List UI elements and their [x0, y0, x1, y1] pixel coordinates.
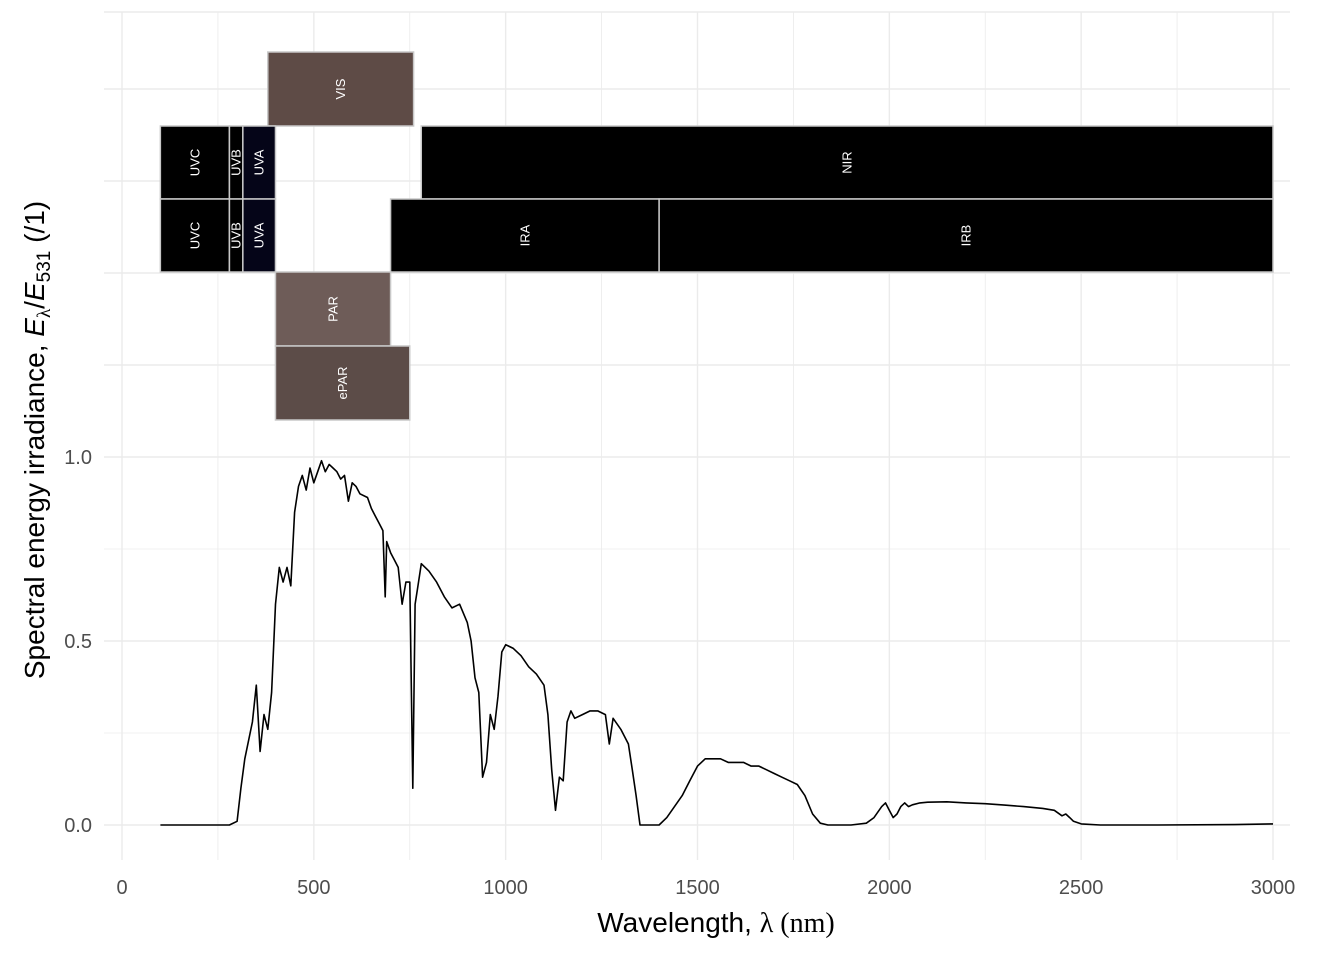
band-uvc-row2-label: UVC	[187, 149, 202, 176]
y-axis-label-E2: E	[19, 282, 50, 301]
x-tick-label: 1500	[675, 877, 720, 899]
band-uvc-row3	[159, 198, 231, 273]
x-axis-label-symbol: λ	[760, 908, 774, 939]
y-axis-label-E: E	[19, 318, 50, 337]
band-vis-row1	[267, 51, 415, 127]
band-uvc-row3-label: UVC	[187, 222, 202, 249]
x-axis-label-prefix: Wavelength,	[597, 907, 759, 938]
x-tick-label: 3000	[1251, 877, 1296, 899]
spectrum-line-0	[160, 459, 1274, 826]
x-axis-label: Wavelength, λ (nm)	[597, 907, 834, 939]
band-uvb-row3-label: UVB	[229, 222, 244, 249]
band-par-row4	[274, 271, 392, 347]
band-ira-row3-label: IRA	[517, 224, 532, 246]
y-tick-label: 0.5	[64, 631, 92, 653]
band-uvb-row2-label: UVB	[229, 149, 244, 176]
band-ira-row3	[389, 198, 660, 273]
y-axis-label: Spectral energy irradiance, Eλ/E531 (/1)	[19, 201, 55, 679]
y-axis-ticks: 0.0 0.5 1.0	[64, 447, 92, 837]
band-uva-row2	[242, 125, 277, 200]
band-nir-row2-label: NIR	[840, 151, 855, 173]
y-axis-label-lambda-sub: λ	[34, 308, 55, 318]
band-irb-row3	[658, 198, 1274, 273]
band-vis-row1-label: VIS	[333, 78, 348, 99]
x-tick-label: 0	[116, 877, 127, 899]
band-nir-row2	[420, 125, 1274, 200]
band-irb-row3-label: IRB	[959, 225, 974, 247]
x-tick-label: 2500	[1059, 877, 1104, 899]
band-uva-row2-label: UVA	[252, 149, 267, 175]
x-axis-label-unit: (nm)	[773, 908, 834, 939]
y-axis-label-unit: (/1)	[19, 201, 50, 251]
waveband-boxes: VIS UVC UVB UVA NIR UVC UVB UVA IRA IRB PAR ePAR	[159, 51, 1274, 421]
band-uva-row3	[242, 198, 277, 273]
band-epar-row5-label: ePAR	[335, 367, 350, 400]
band-epar-row5	[274, 345, 411, 421]
y-axis-label-slash: /	[19, 301, 50, 309]
spectrum-series	[160, 459, 1274, 826]
band-uva-row3-label: UVA	[252, 222, 267, 248]
x-tick-label: 1000	[483, 877, 528, 899]
y-tick-label: 1.0	[64, 447, 92, 469]
x-tick-label: 500	[297, 877, 330, 899]
y-tick-label: 0.0	[64, 815, 92, 837]
x-axis-ticks: 0 500 1000 1500 2000 2500 3000	[116, 877, 1295, 899]
band-par-row4-label: PAR	[326, 296, 341, 322]
y-axis-label-531-sub: 531	[34, 251, 55, 283]
y-axis-label-prefix: Spectral energy irradiance,	[19, 337, 50, 679]
x-tick-label: 2000	[867, 877, 912, 899]
